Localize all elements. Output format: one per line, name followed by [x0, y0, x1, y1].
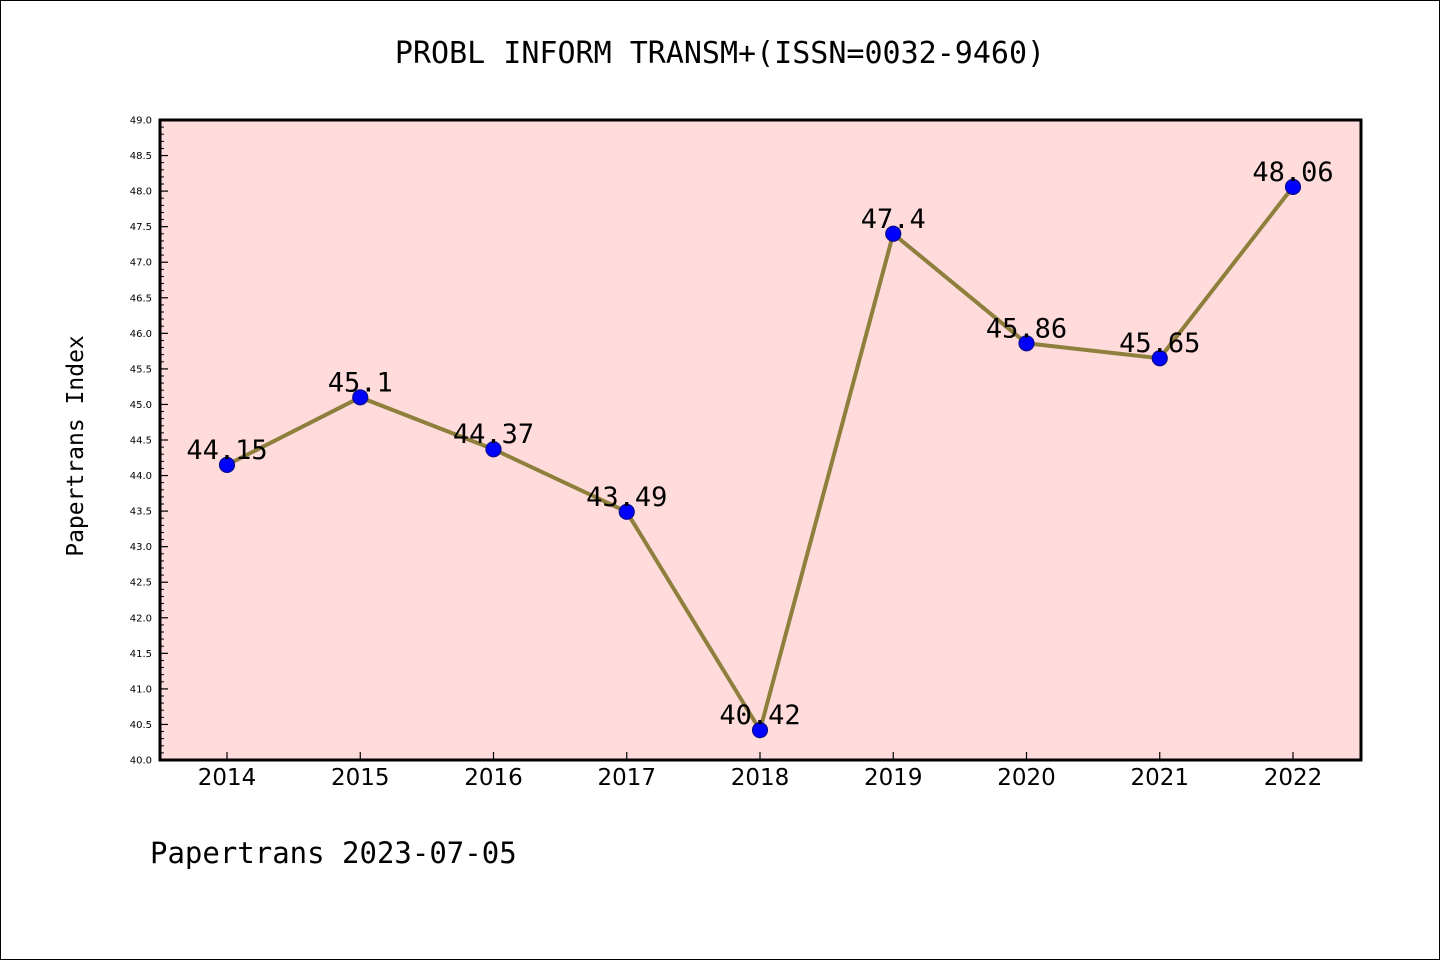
data-label: 47.4 — [861, 204, 926, 235]
y-axis-label: Papertrans Index — [63, 335, 89, 557]
data-label: 48.06 — [1252, 157, 1333, 188]
y-tick-label: 45.0 — [130, 400, 152, 411]
y-tick-label: 42.0 — [130, 613, 152, 624]
y-tick-label: 43.0 — [130, 542, 152, 553]
data-points — [218, 178, 1302, 739]
y-tick-label: 48.5 — [130, 151, 152, 162]
data-labels: 44.15 45.1 44.37 43.49 40.42 47.4 45.86 45.65 48… — [186, 157, 1333, 731]
x-tick-label: 2022 — [1264, 765, 1323, 791]
y-axis-ticks: 40.0 40.5 41.0 41.5 42.0 42.5 43.0 43.5 44.0 44.5… — [130, 116, 168, 767]
data-label: 44.37 — [453, 419, 534, 450]
plot-border — [158, 118, 1363, 762]
footer-text: Papertrans 2023-07-05 — [150, 836, 517, 870]
data-label: 44.15 — [186, 435, 267, 466]
data-label: 40.42 — [719, 700, 800, 731]
y-tick-label: 43.5 — [130, 507, 152, 518]
data-point — [1018, 335, 1035, 352]
data-point — [751, 722, 769, 739]
chart-title: PROBL INFORM TRANSM+(ISSN=0032-9460) — [394, 36, 1046, 71]
data-label: 43.49 — [586, 482, 667, 513]
data-point — [1284, 178, 1302, 195]
data-point — [885, 225, 902, 242]
data-point — [485, 441, 502, 458]
data-point — [218, 456, 236, 473]
y-tick-label: 46.0 — [130, 329, 152, 340]
y-tick-label: 41.5 — [130, 649, 152, 660]
data-label: 45.1 — [328, 367, 393, 398]
y-tick-label: 40.0 — [130, 756, 152, 767]
plot-area — [160, 120, 1361, 760]
data-label: 45.86 — [986, 313, 1067, 344]
data-point — [1151, 350, 1168, 367]
y-tick-label: 41.0 — [130, 684, 152, 695]
y-tick-label: 45.5 — [130, 364, 152, 375]
y-tick-label: 47.0 — [130, 258, 152, 269]
x-tick-label: 2018 — [731, 765, 790, 791]
y-tick-label: 44.0 — [130, 471, 152, 482]
y-tick-label: 42.5 — [130, 578, 152, 589]
x-tick-label: 2019 — [864, 765, 923, 791]
data-label: 45.65 — [1119, 328, 1200, 359]
y-tick-label: 46.5 — [130, 293, 152, 304]
data-point — [618, 503, 635, 520]
x-tick-label: 2015 — [331, 765, 390, 791]
x-tick-label: 2021 — [1130, 765, 1189, 791]
x-tick-label: 2017 — [597, 765, 656, 791]
x-tick-label: 2014 — [198, 765, 257, 791]
x-axis-ticks: 2014 2015 2016 2017 2018 2019 2020 2021 2022 — [198, 752, 1323, 791]
y-tick-label: 47.5 — [130, 222, 152, 233]
y-tick-label: 44.5 — [130, 436, 152, 447]
y-tick-label: 48.0 — [130, 187, 152, 198]
data-point — [352, 389, 369, 406]
y-tick-label: 49.0 — [130, 116, 152, 127]
x-tick-label: 2020 — [997, 765, 1056, 791]
x-tick-label: 2016 — [464, 765, 523, 791]
y-tick-label: 40.5 — [130, 720, 152, 731]
